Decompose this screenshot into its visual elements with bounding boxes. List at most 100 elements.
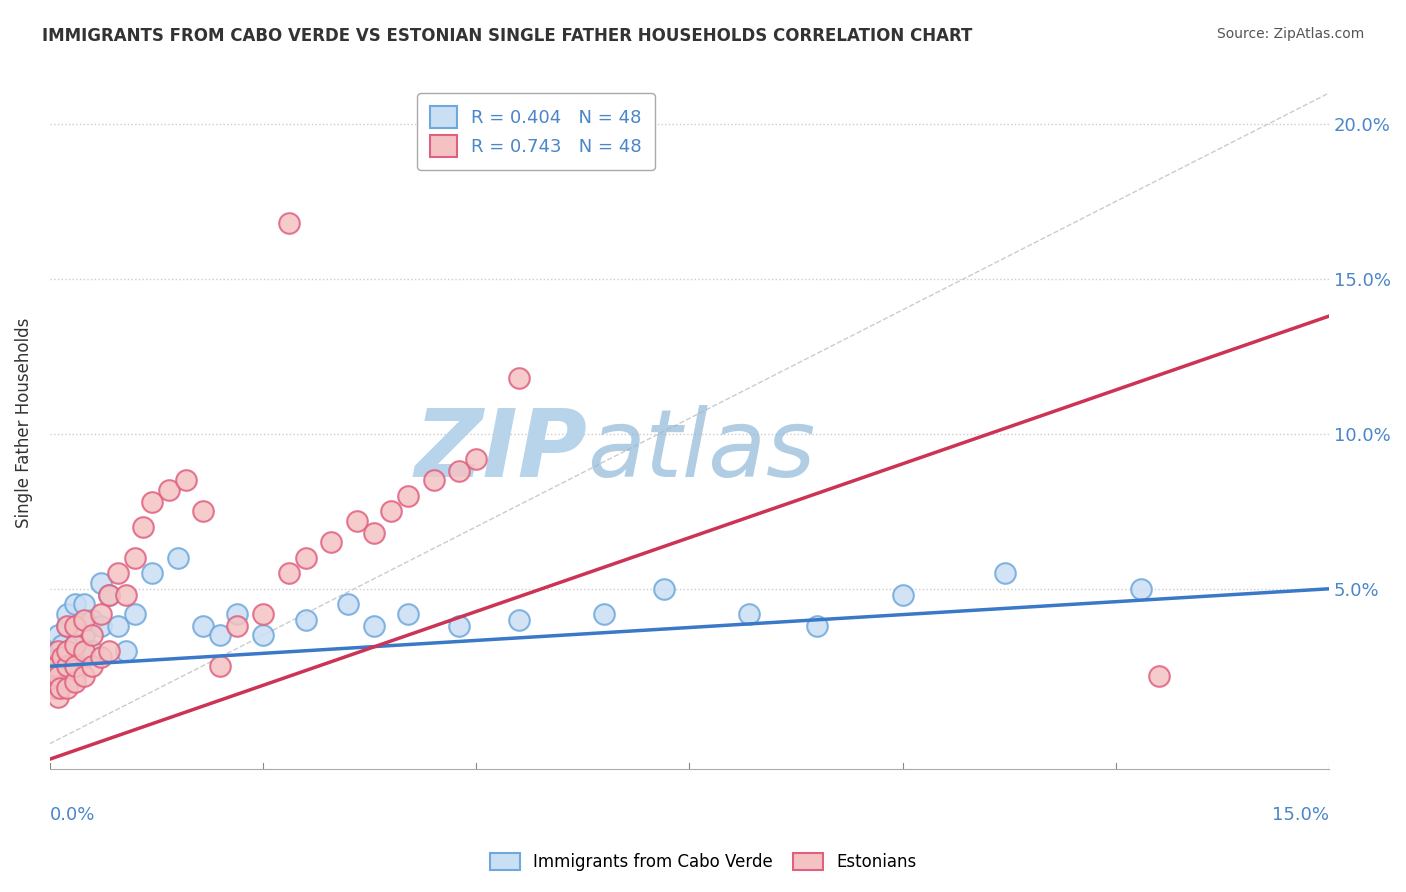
Point [1130,582,1153,596]
Point [46,668,69,682]
Point [73,644,96,658]
Point [226,619,249,633]
Point [124,607,146,621]
Point [42,659,65,673]
Point [73,668,96,682]
Point [226,607,249,621]
Point [45,659,67,673]
Point [593,607,616,621]
Point [51,649,73,664]
Point [51,638,73,652]
Point [107,566,129,581]
Point [55,681,77,695]
Point [73,628,96,642]
Point [65,619,87,633]
Point [73,613,96,627]
Point [806,619,828,633]
Point [738,607,761,621]
Point [45,644,67,658]
Point [65,638,87,652]
Point [107,619,129,633]
Point [193,504,215,518]
Legend: Immigrants from Cabo Verde, Estonians: Immigrants from Cabo Verde, Estonians [481,845,925,880]
Point [82,644,104,658]
Point [115,588,138,602]
Point [396,489,419,503]
Text: ZIP: ZIP [415,405,588,497]
Point [90,575,112,590]
Point [652,582,675,596]
Point [46,690,69,705]
Point [51,659,73,673]
Point [252,607,274,621]
Point [209,659,232,673]
Point [422,473,444,487]
Point [363,526,385,541]
Point [73,597,96,611]
Point [82,659,104,673]
Legend: R = 0.404   N = 48, R = 0.743   N = 48: R = 0.404 N = 48, R = 0.743 N = 48 [418,94,655,170]
Point [508,613,530,627]
Point [465,451,488,466]
Point [174,473,197,487]
Point [46,681,69,695]
Point [41,674,63,689]
Point [90,607,112,621]
Y-axis label: Single Father Households: Single Father Households [15,318,32,528]
Point [46,649,69,664]
Point [49,681,72,695]
Point [891,588,914,602]
Point [294,550,316,565]
Text: atlas: atlas [588,405,815,496]
Point [65,619,87,633]
Point [380,504,402,518]
Point [396,607,419,621]
Point [994,566,1017,581]
Point [46,628,69,642]
Point [277,216,299,230]
Point [55,619,77,633]
Point [55,607,77,621]
Text: 15.0%: 15.0% [1272,805,1329,823]
Point [55,644,77,658]
Point [449,464,471,478]
Point [1147,668,1170,682]
Point [65,597,87,611]
Point [337,597,360,611]
Point [55,659,77,673]
Point [59,649,82,664]
Point [294,613,316,627]
Point [166,550,188,565]
Point [132,520,155,534]
Point [363,619,385,633]
Point [65,659,87,673]
Point [193,619,215,633]
Point [90,619,112,633]
Point [209,628,232,642]
Point [346,514,368,528]
Point [98,588,121,602]
Point [73,649,96,664]
Point [141,495,163,509]
Point [321,535,343,549]
Point [55,674,77,689]
Point [55,659,77,673]
Point [46,644,69,658]
Point [55,644,77,658]
Point [157,483,180,497]
Point [82,628,104,642]
Point [49,668,72,682]
Point [55,619,77,633]
Point [115,644,138,658]
Point [65,668,87,682]
Point [252,628,274,642]
Point [90,649,112,664]
Point [65,638,87,652]
Point [82,613,104,627]
Point [277,566,299,581]
Point [98,644,121,658]
Text: IMMIGRANTS FROM CABO VERDE VS ESTONIAN SINGLE FATHER HOUSEHOLDS CORRELATION CHAR: IMMIGRANTS FROM CABO VERDE VS ESTONIAN S… [42,27,973,45]
Point [42,681,65,695]
Point [449,619,471,633]
Point [124,550,146,565]
